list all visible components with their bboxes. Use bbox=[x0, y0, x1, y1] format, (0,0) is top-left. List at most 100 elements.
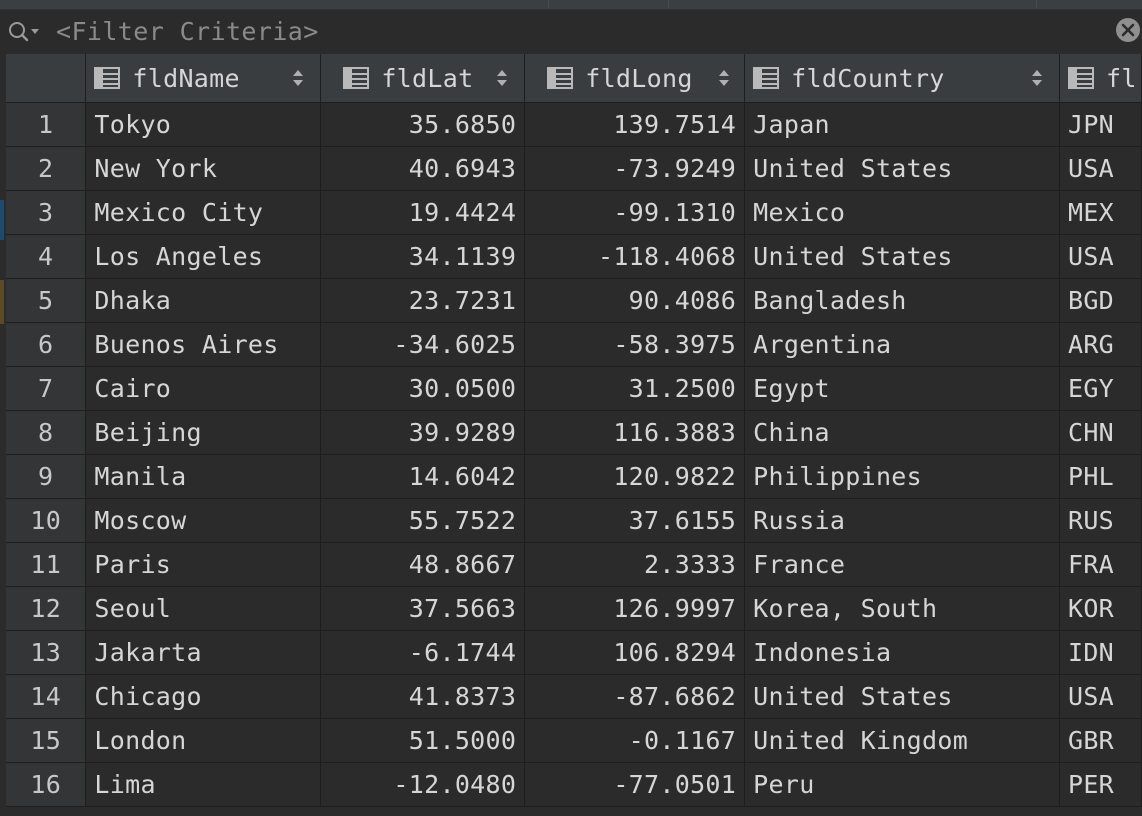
cell-fldname[interactable]: Buenos Aires bbox=[85, 322, 322, 367]
cell-truncated[interactable]: CHN bbox=[1059, 410, 1142, 455]
sort-icon[interactable] bbox=[292, 69, 304, 87]
column-header-fldlong[interactable]: fldLong bbox=[524, 54, 746, 103]
cell-fldcountry[interactable]: Japan bbox=[744, 102, 1060, 147]
cell-fldcountry[interactable]: Russia bbox=[744, 498, 1060, 543]
cell-truncated[interactable]: PHL bbox=[1059, 454, 1142, 499]
cell-fldlong[interactable]: 37.6155 bbox=[524, 498, 746, 543]
cell-fldlong[interactable]: -118.4068 bbox=[524, 234, 746, 279]
cell-truncated[interactable]: GBR bbox=[1059, 718, 1142, 763]
table-row[interactable]: 5 Dhaka 23.7231 90.4086 Bangladesh BGD bbox=[6, 278, 1142, 323]
cell-fldlat[interactable]: 55.7522 bbox=[320, 498, 526, 543]
cell-fldname[interactable]: New York bbox=[85, 146, 322, 191]
cell-fldname[interactable]: Mexico City bbox=[85, 190, 322, 235]
column-header-fldlat[interactable]: fldLat bbox=[320, 54, 526, 103]
row-number-header[interactable] bbox=[6, 54, 87, 103]
cell-truncated[interactable]: USA bbox=[1059, 674, 1142, 719]
sort-icon[interactable] bbox=[718, 69, 730, 87]
table-row[interactable]: 10 Moscow 55.7522 37.6155 Russia RUS bbox=[6, 498, 1142, 543]
cell-truncated[interactable]: PER bbox=[1059, 762, 1142, 807]
sort-icon[interactable] bbox=[496, 69, 508, 87]
row-number[interactable]: 4 bbox=[6, 234, 87, 279]
column-header-fldcountry[interactable]: fldCountry bbox=[744, 54, 1060, 103]
cell-fldcountry[interactable]: Philippines bbox=[744, 454, 1060, 499]
cell-fldname[interactable]: Dhaka bbox=[85, 278, 322, 323]
cell-fldlong[interactable]: -58.3975 bbox=[524, 322, 746, 367]
cell-truncated[interactable]: EGY bbox=[1059, 366, 1142, 411]
cell-fldname[interactable]: Cairo bbox=[85, 366, 322, 411]
row-number[interactable]: 7 bbox=[6, 366, 87, 411]
row-number[interactable]: 3 bbox=[6, 190, 87, 235]
cell-fldname[interactable]: Manila bbox=[85, 454, 322, 499]
cell-fldlong[interactable]: -77.0501 bbox=[524, 762, 746, 807]
table-row[interactable]: 13 Jakarta -6.1744 106.8294 Indonesia IDN bbox=[6, 630, 1142, 675]
row-number[interactable]: 8 bbox=[6, 410, 87, 455]
row-number[interactable]: 12 bbox=[6, 586, 87, 631]
table-row[interactable]: 1 Tokyo 35.6850 139.7514 Japan JPN bbox=[6, 102, 1142, 147]
cell-truncated[interactable]: IDN bbox=[1059, 630, 1142, 675]
table-row[interactable]: 8 Beijing 39.9289 116.3883 China CHN bbox=[6, 410, 1142, 455]
table-row[interactable]: 7 Cairo 30.0500 31.2500 Egypt EGY bbox=[6, 366, 1142, 411]
table-row[interactable]: 12 Seoul 37.5663 126.9997 Korea, South KOR bbox=[6, 586, 1142, 631]
table-row[interactable]: 2 New York 40.6943 -73.9249 United States USA bbox=[6, 146, 1142, 191]
cell-fldlong[interactable]: 116.3883 bbox=[524, 410, 746, 455]
column-header-truncated[interactable]: fl bbox=[1059, 54, 1142, 103]
cell-fldlong[interactable]: 139.7514 bbox=[524, 102, 746, 147]
cell-fldlat[interactable]: 37.5663 bbox=[320, 586, 526, 631]
cell-fldlat[interactable]: -34.6025 bbox=[320, 322, 526, 367]
table-row[interactable]: 4 Los Angeles 34.1139 -118.4068 United State… bbox=[6, 234, 1142, 279]
cell-fldcountry[interactable]: Argentina bbox=[744, 322, 1060, 367]
cell-fldname[interactable]: Chicago bbox=[85, 674, 322, 719]
filter-criteria-input[interactable]: <Filter Criteria> bbox=[56, 17, 319, 46]
clear-icon[interactable] bbox=[1114, 16, 1142, 44]
cell-fldlong[interactable]: 90.4086 bbox=[524, 278, 746, 323]
row-number[interactable]: 14 bbox=[6, 674, 87, 719]
cell-fldcountry[interactable]: United Kingdom bbox=[744, 718, 1060, 763]
cell-fldname[interactable]: Moscow bbox=[85, 498, 322, 543]
cell-fldlat[interactable]: 41.8373 bbox=[320, 674, 526, 719]
sort-icon[interactable] bbox=[1031, 69, 1043, 87]
cell-fldlat[interactable]: 30.0500 bbox=[320, 366, 526, 411]
filter-bar[interactable]: <Filter Criteria> bbox=[0, 10, 1142, 54]
table-row[interactable]: 15 London 51.5000 -0.1167 United Kingdom GBR bbox=[6, 718, 1142, 763]
table-row[interactable]: 6 Buenos Aires -34.6025 -58.3975 Argentina AR… bbox=[6, 322, 1142, 367]
row-number[interactable]: 9 bbox=[6, 454, 87, 499]
cell-fldlat[interactable]: 39.9289 bbox=[320, 410, 526, 455]
column-header-fldname[interactable]: fldName bbox=[85, 54, 322, 103]
row-number[interactable]: 2 bbox=[6, 146, 87, 191]
cell-fldlong[interactable]: -0.1167 bbox=[524, 718, 746, 763]
cell-fldlat[interactable]: -6.1744 bbox=[320, 630, 526, 675]
cell-fldcountry[interactable]: Mexico bbox=[744, 190, 1060, 235]
cell-fldcountry[interactable]: Egypt bbox=[744, 366, 1060, 411]
cell-fldname[interactable]: Los Angeles bbox=[85, 234, 322, 279]
cell-truncated[interactable]: BGD bbox=[1059, 278, 1142, 323]
cell-truncated[interactable]: JPN bbox=[1059, 102, 1142, 147]
row-number[interactable]: 6 bbox=[6, 322, 87, 367]
cell-fldlong[interactable]: 126.9997 bbox=[524, 586, 746, 631]
cell-fldlat[interactable]: 34.1139 bbox=[320, 234, 526, 279]
row-number[interactable]: 10 bbox=[6, 498, 87, 543]
cell-fldname[interactable]: Jakarta bbox=[85, 630, 322, 675]
cell-fldlong[interactable]: -99.1310 bbox=[524, 190, 746, 235]
table-row[interactable]: 14 Chicago 41.8373 -87.6862 United States USA bbox=[6, 674, 1142, 719]
cell-fldname[interactable]: Paris bbox=[85, 542, 322, 587]
row-number[interactable]: 13 bbox=[6, 630, 87, 675]
cell-truncated[interactable]: USA bbox=[1059, 234, 1142, 279]
cell-fldname[interactable]: Tokyo bbox=[85, 102, 322, 147]
cell-fldcountry[interactable]: United States bbox=[744, 674, 1060, 719]
cell-fldlong[interactable]: -73.9249 bbox=[524, 146, 746, 191]
table-row[interactable]: 9 Manila 14.6042 120.9822 Philippines PHL bbox=[6, 454, 1142, 499]
cell-truncated[interactable]: RUS bbox=[1059, 498, 1142, 543]
cell-fldlong[interactable]: 2.3333 bbox=[524, 542, 746, 587]
cell-fldcountry[interactable]: China bbox=[744, 410, 1060, 455]
table-row[interactable]: 16 Lima -12.0480 -77.0501 Peru PER bbox=[6, 762, 1142, 807]
cell-fldlat[interactable]: 48.8667 bbox=[320, 542, 526, 587]
row-number[interactable]: 5 bbox=[6, 278, 87, 323]
cell-fldname[interactable]: Beijing bbox=[85, 410, 322, 455]
cell-fldlong[interactable]: 106.8294 bbox=[524, 630, 746, 675]
cell-fldcountry[interactable]: Indonesia bbox=[744, 630, 1060, 675]
cell-truncated[interactable]: ARG bbox=[1059, 322, 1142, 367]
cell-fldlat[interactable]: 40.6943 bbox=[320, 146, 526, 191]
search-filter-icon[interactable] bbox=[8, 20, 42, 44]
cell-fldcountry[interactable]: United States bbox=[744, 146, 1060, 191]
cell-truncated[interactable]: MEX bbox=[1059, 190, 1142, 235]
